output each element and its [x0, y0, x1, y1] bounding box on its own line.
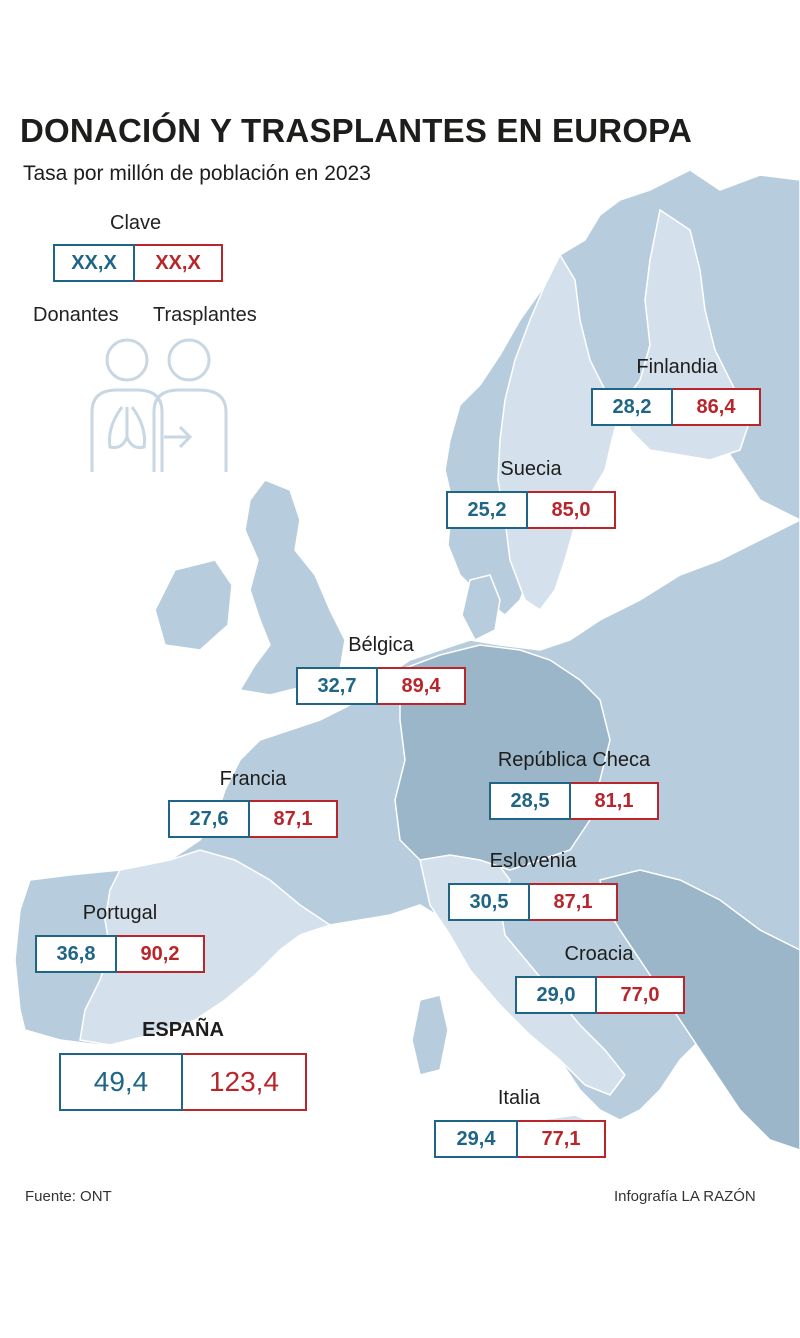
donors-francia: 27,6 — [168, 800, 250, 838]
transplants-espana: 123,4 — [183, 1053, 307, 1111]
pair-italia: 29,4 77,1 — [434, 1120, 606, 1158]
label-croacia: Croacia — [564, 943, 634, 965]
pair-belgica: 32,7 89,4 — [296, 667, 466, 705]
balkans — [599, 869, 800, 1151]
transplants-finlandia: 86,4 — [673, 388, 761, 426]
denmark — [461, 574, 501, 642]
sardinia — [411, 994, 449, 1076]
label-eslovenia: Eslovenia — [489, 850, 577, 872]
pair-portugal: 36,8 90,2 — [35, 935, 205, 973]
label-suecia: Suecia — [500, 458, 562, 480]
transplants-republica-checa: 81,1 — [571, 782, 659, 820]
transplants-eslovenia: 87,1 — [530, 883, 618, 921]
label-francia: Francia — [219, 768, 287, 790]
donors-croacia: 29,0 — [515, 976, 597, 1014]
page-title: DONACIÓN Y TRASPLANTES EN EUROPA — [20, 112, 692, 149]
great-britain — [238, 479, 346, 696]
pair-suecia: 25,2 85,0 — [446, 491, 616, 529]
transplants-suecia: 85,0 — [528, 491, 616, 529]
pair-eslovenia: 30,5 87,1 — [448, 883, 618, 921]
page-subtitle: Tasa por millón de población en 2023 — [23, 162, 371, 185]
pair-republica-checa: 28,5 81,1 — [489, 782, 659, 820]
label-portugal: Portugal — [82, 902, 158, 924]
label-republica-checa: República Checa — [497, 749, 651, 771]
ireland — [154, 559, 233, 651]
key-transplants-box: XX,X — [135, 244, 223, 282]
donors-suecia: 25,2 — [446, 491, 528, 529]
key-donors-label: Donantes — [33, 304, 119, 326]
label-finlandia: Finlandia — [636, 356, 718, 378]
pair-francia: 27,6 87,1 — [168, 800, 338, 838]
credit-note: Infografía LA RAZÓN — [614, 1188, 756, 1205]
donors-eslovenia: 30,5 — [448, 883, 530, 921]
transplants-croacia: 77,0 — [597, 976, 685, 1014]
pair-espana: 49,4 123,4 — [59, 1053, 307, 1111]
key-donors-box: XX,X — [53, 244, 135, 282]
key-transplants-label: Trasplantes — [153, 304, 257, 326]
donors-portugal: 36,8 — [35, 935, 117, 973]
transplants-italia: 77,1 — [518, 1120, 606, 1158]
transplants-belgica: 89,4 — [378, 667, 466, 705]
source-note: Fuente: ONT — [25, 1188, 112, 1205]
donors-republica-checa: 28,5 — [489, 782, 571, 820]
key-title: Clave — [110, 212, 162, 234]
label-espana: ESPAÑA — [142, 1019, 224, 1041]
donors-italia: 29,4 — [434, 1120, 518, 1158]
transplants-francia: 87,1 — [250, 800, 338, 838]
transplants-portugal: 90,2 — [117, 935, 205, 973]
donors-espana: 49,4 — [59, 1053, 183, 1111]
label-belgica: Bélgica — [348, 634, 414, 656]
pair-croacia: 29,0 77,0 — [515, 976, 685, 1014]
pair-finlandia: 28,2 86,4 — [591, 388, 761, 426]
people-lungs-icon — [90, 338, 228, 472]
donors-finlandia: 28,2 — [591, 388, 673, 426]
key-pair: XX,X XX,X — [53, 244, 223, 282]
label-italia: Italia — [497, 1087, 541, 1109]
donors-belgica: 32,7 — [296, 667, 378, 705]
